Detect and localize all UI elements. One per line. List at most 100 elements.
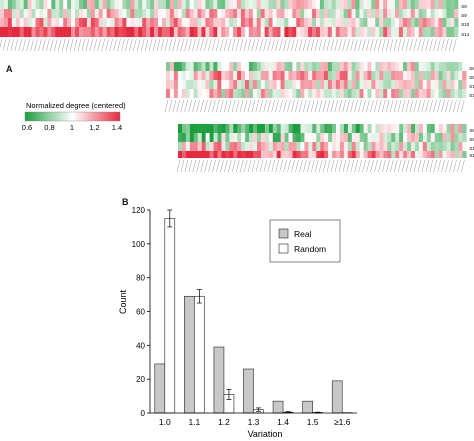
heatmap-cell — [351, 142, 356, 151]
column-label — [184, 99, 188, 113]
heatmap-cell — [98, 27, 103, 37]
heatmap-cell — [55, 0, 60, 9]
heatmap-cell — [296, 151, 301, 158]
heatmap-cell — [233, 18, 238, 27]
heatmap-cell — [312, 62, 317, 71]
heatmap-cell — [359, 142, 364, 151]
heatmap-cell — [422, 62, 427, 71]
column-label — [378, 159, 382, 173]
column-label — [255, 99, 260, 113]
heatmap-cell — [126, 18, 131, 27]
heatmap-cell — [201, 151, 206, 158]
heatmap-cell — [426, 9, 431, 18]
column-label — [385, 38, 390, 52]
heatmap-cell — [177, 89, 182, 98]
heatmap-cell — [23, 27, 28, 37]
heatmap-cell — [292, 18, 297, 27]
heatmap-cell — [280, 0, 285, 9]
column-label — [204, 38, 208, 52]
heatmap-cell — [296, 71, 301, 80]
heatmap-cell — [245, 71, 250, 80]
heatmap-cell — [229, 18, 234, 27]
column-label — [437, 38, 441, 52]
heatmap-cell — [252, 18, 257, 27]
row-label: S9 — [469, 75, 474, 80]
heatmap-cell — [55, 27, 60, 37]
heatmap-cell — [438, 27, 443, 37]
column-label — [26, 38, 30, 52]
heatmap-cell — [241, 80, 246, 89]
heatmap-cell — [284, 62, 289, 71]
column-label — [188, 99, 192, 113]
heatmap-cell — [292, 27, 297, 37]
heatmap-cell — [51, 9, 56, 18]
column-label — [267, 38, 271, 52]
heatmap-cell — [438, 9, 443, 18]
row-label: S9 — [469, 137, 474, 142]
heatmap-cell — [59, 9, 64, 18]
column-label — [200, 38, 204, 52]
heatmap-cell — [217, 89, 222, 98]
heatmap-cell — [110, 9, 115, 18]
heatmap-cell — [391, 18, 396, 27]
heatmap-cell — [197, 71, 202, 80]
column-label — [144, 38, 149, 52]
column-label — [283, 159, 287, 173]
heatmap-cell — [197, 133, 202, 142]
heatmap-cell — [320, 71, 325, 80]
heatmap-cell — [146, 9, 151, 18]
heatmap-cell — [304, 18, 309, 27]
heatmap-cell — [106, 9, 111, 18]
heatmap-cell — [391, 27, 396, 37]
column-label — [287, 38, 291, 52]
heatmap-cell — [331, 89, 337, 98]
heatmap-cell — [138, 0, 143, 9]
heatmap-cell — [339, 124, 345, 133]
heatmap-cell — [82, 27, 88, 37]
column-label — [461, 159, 465, 173]
heatmap-cell — [387, 142, 392, 151]
heatmap-cell — [359, 124, 364, 133]
heatmap-cell — [332, 124, 337, 133]
heatmap-cell — [335, 18, 340, 27]
heatmap-cell — [312, 71, 317, 80]
heatmap-cell — [217, 9, 222, 18]
heatmap-cell — [312, 27, 317, 37]
column-label — [457, 99, 461, 113]
heatmap-cell — [205, 27, 210, 37]
heatmap-cell — [422, 18, 427, 27]
heatmap-cell — [256, 71, 261, 80]
heatmap-cell — [272, 80, 277, 89]
heatmap-cell — [252, 71, 258, 80]
legend-label-random: Random — [294, 244, 326, 254]
heatmap-cell — [15, 0, 20, 9]
heatmap-cell — [418, 27, 423, 37]
heatmap-cell — [308, 62, 313, 71]
column-label — [401, 38, 406, 52]
heatmap-cell — [260, 133, 266, 142]
heatmap-cell — [229, 0, 234, 9]
heatmap-cell — [414, 9, 419, 18]
heatmap-cell — [19, 27, 24, 37]
heatmap-cell — [217, 142, 222, 151]
heatmap-cell — [292, 133, 297, 142]
column-label — [441, 99, 445, 113]
heatmap-cell — [3, 9, 9, 18]
heatmap-cell — [458, 71, 463, 80]
heatmap-cell — [35, 27, 40, 37]
heatmap-cell — [391, 142, 396, 151]
heatmap-cell — [241, 71, 246, 80]
heatmap-cell — [426, 142, 431, 151]
heatmap-cell — [181, 151, 187, 158]
heatmap-cell — [79, 18, 84, 27]
heatmap-cell — [47, 0, 52, 9]
heatmap-cell — [114, 9, 119, 18]
column-label — [271, 159, 276, 173]
heatmap-cell — [134, 27, 139, 37]
heatmap-cell — [371, 9, 376, 18]
column-label — [342, 99, 346, 113]
heatmap-cell — [308, 89, 313, 98]
heatmap-cell — [335, 89, 340, 98]
heatmap-cell — [102, 27, 107, 37]
heatmap-cell — [438, 18, 443, 27]
